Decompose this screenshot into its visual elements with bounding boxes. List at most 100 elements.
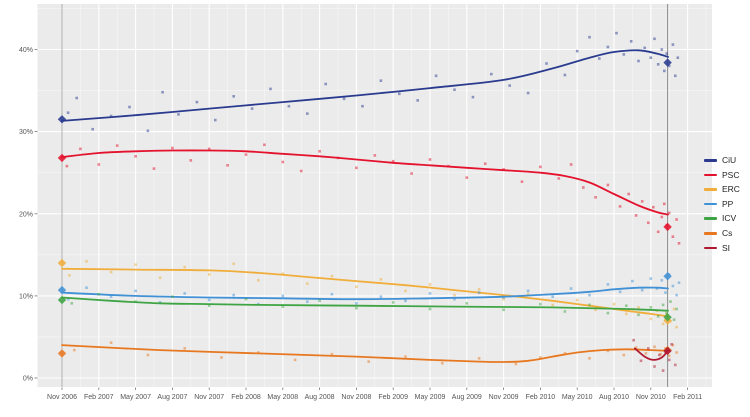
poll-point: [618, 290, 622, 294]
legend-item-pp: PP: [704, 197, 740, 212]
poll-point: [97, 163, 101, 166]
poll-point: [526, 91, 530, 95]
poll-point: [649, 317, 653, 321]
poll-point: [653, 345, 656, 349]
poll-point: [207, 298, 211, 302]
poll-point: [667, 358, 671, 362]
poll-point: [672, 318, 676, 321]
poll-point: [287, 104, 291, 108]
x-tick-label: Aug 2009: [452, 394, 482, 401]
poll-point: [477, 288, 481, 291]
poll-point: [171, 146, 174, 150]
poll-point: [658, 353, 661, 357]
legend-swatch-icon: [704, 202, 717, 206]
poll-point: [674, 74, 677, 78]
poll-point: [514, 362, 518, 366]
poll-point: [563, 310, 567, 313]
poll-point: [667, 211, 671, 215]
poll-point: [367, 360, 370, 363]
poll-point: [342, 97, 346, 101]
poll-point: [453, 297, 456, 301]
poll-point: [404, 355, 407, 358]
poll-point: [85, 286, 88, 289]
poll-point: [675, 325, 678, 329]
poll-point: [588, 35, 591, 39]
poll-point: [391, 301, 395, 304]
x-tick-label: May 2007: [120, 394, 151, 401]
poll-point: [453, 88, 456, 91]
poll-point: [667, 354, 671, 358]
poll-point: [622, 353, 626, 357]
x-tick-label: Feb 2011: [673, 394, 702, 401]
legend-label: ERC: [722, 184, 740, 195]
poll-point: [647, 347, 650, 350]
poll-point: [207, 273, 211, 276]
legend-item-cs: Cs: [704, 226, 740, 241]
poll-point: [109, 295, 113, 298]
poll-point: [637, 306, 640, 309]
poll-point: [477, 357, 481, 360]
poll-point: [330, 274, 334, 278]
x-tick-label: Aug 2008: [305, 394, 335, 401]
poll-point: [661, 303, 665, 307]
poll-point: [471, 95, 475, 99]
poll-point: [637, 59, 640, 63]
poll-point: [665, 52, 668, 55]
poll-point: [183, 265, 186, 269]
poll-point: [677, 281, 681, 284]
election-result-marker: [663, 272, 672, 281]
poll-point: [551, 303, 554, 307]
series-PSC: [57, 143, 681, 245]
poll-point: [293, 358, 297, 362]
poll-point: [355, 306, 358, 310]
poll-point: [281, 160, 285, 164]
poll-point: [622, 53, 626, 56]
poll-point: [207, 147, 211, 151]
poll-point: [355, 285, 358, 289]
poll-point: [109, 114, 113, 118]
x-tick-label: May 2009: [415, 394, 446, 401]
x-tick-label: Feb 2009: [378, 394, 408, 401]
poll-point: [656, 315, 660, 318]
x-tick-label: Aug 2010: [599, 394, 629, 401]
poll-point: [588, 357, 591, 360]
trend-line: [61, 286, 669, 301]
series-PP: [57, 272, 681, 306]
x-tick-label: May 2010: [562, 394, 593, 401]
poll-point: [588, 303, 591, 307]
legend-label: ICV: [722, 213, 737, 224]
poll-point: [232, 293, 235, 297]
poll-point: [152, 167, 156, 170]
poll-point: [669, 300, 672, 303]
poll-point: [660, 215, 664, 219]
poll-point: [232, 262, 235, 266]
poll-point: [551, 295, 554, 298]
poll-point: [625, 312, 628, 316]
poll-point: [539, 165, 542, 169]
election-result-marker: [57, 153, 67, 163]
y-tick-label: 30%: [19, 129, 33, 136]
poll-point: [391, 159, 395, 163]
poll-point: [146, 129, 150, 133]
trend-line: [61, 49, 669, 122]
legend-swatch-icon: [704, 173, 717, 177]
poll-point: [539, 356, 542, 359]
poll-point: [663, 202, 666, 206]
poll-point: [649, 306, 653, 309]
poll-point: [520, 180, 524, 183]
poll-point: [670, 343, 673, 346]
legend-item-ciu: CiU: [704, 153, 740, 168]
legend-swatch-icon: [704, 188, 717, 191]
poll-point: [183, 292, 186, 295]
poll-point: [330, 352, 334, 356]
poll-point: [490, 72, 493, 76]
poll-point: [91, 127, 94, 131]
election-result-marker: [663, 313, 672, 322]
poll-point: [379, 79, 383, 82]
poll-point: [502, 297, 505, 301]
poll-point: [612, 302, 616, 306]
y-tick-label: 20%: [19, 211, 33, 218]
poll-point: [663, 69, 666, 73]
legend-label: Cs: [722, 228, 733, 239]
